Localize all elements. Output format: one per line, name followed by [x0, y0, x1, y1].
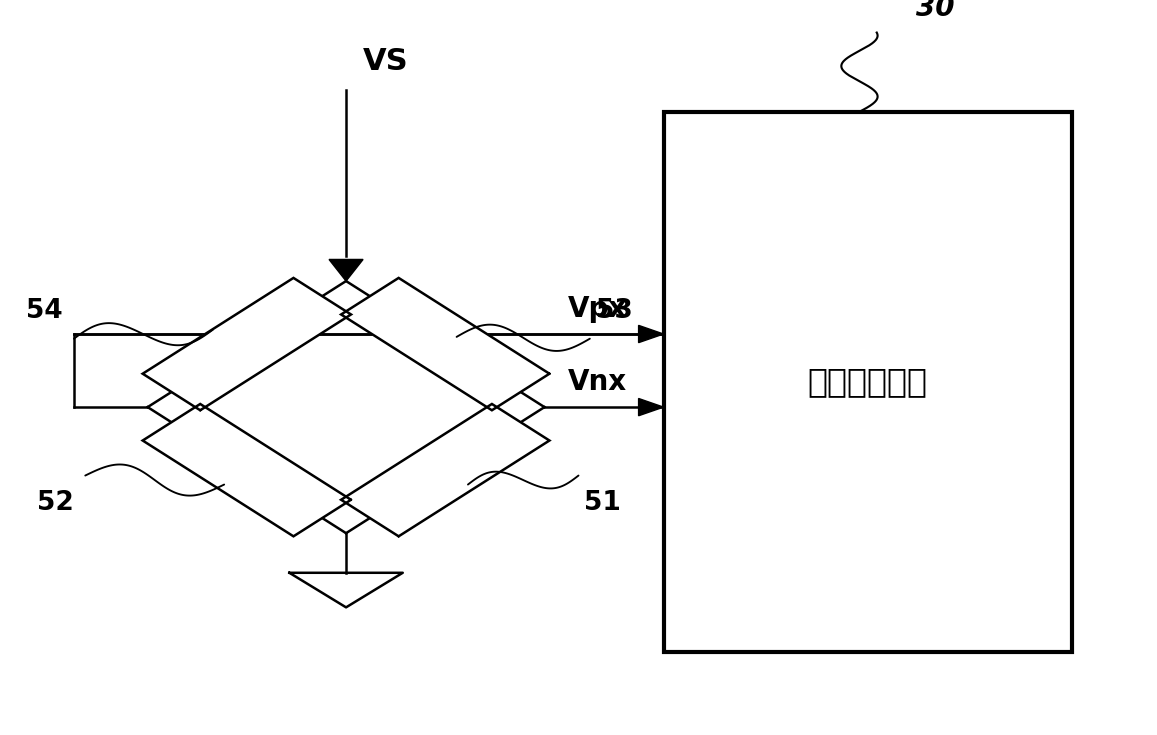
Polygon shape [329, 259, 363, 281]
Text: 52: 52 [37, 490, 74, 516]
Text: 53: 53 [596, 298, 632, 324]
Polygon shape [142, 278, 351, 410]
Bar [664, 112, 1071, 652]
Polygon shape [639, 326, 664, 343]
Text: 30: 30 [916, 0, 955, 22]
Text: 压力检测芯片: 压力检测芯片 [808, 365, 928, 398]
Polygon shape [341, 278, 550, 410]
Text: VS: VS [363, 47, 408, 76]
Polygon shape [142, 404, 351, 537]
Text: Vpx: Vpx [568, 295, 627, 323]
Text: 51: 51 [584, 490, 621, 516]
Polygon shape [639, 398, 664, 416]
Text: Vnx: Vnx [568, 368, 627, 396]
Text: 54: 54 [25, 298, 62, 324]
Polygon shape [341, 404, 550, 537]
